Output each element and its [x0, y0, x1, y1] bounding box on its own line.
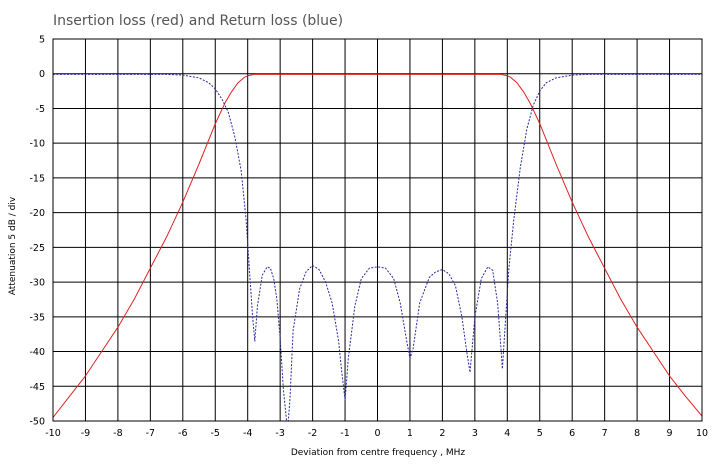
x-tick-label: -8 [113, 428, 122, 439]
y-axis-label: Attenuation 5 dB / div [8, 196, 18, 295]
grid [52, 38, 703, 422]
y-tick-label: -10 [29, 139, 45, 150]
x-tick-label: 3 [472, 428, 478, 439]
insertion-loss-line [52, 73, 703, 418]
y-tick-label: 5 [39, 35, 45, 46]
x-tick-label: -5 [211, 428, 220, 439]
x-tick-label: -10 [45, 428, 61, 439]
y-tick-label: -45 [29, 382, 45, 393]
x-tick-label: -6 [178, 428, 187, 439]
plot-frame [52, 38, 703, 422]
y-tick-label: -5 [36, 104, 45, 115]
y-tick-label: -35 [29, 312, 45, 323]
y-tick-label: 0 [39, 69, 45, 80]
x-tick-label: 9 [667, 428, 673, 439]
x-tick-label: -9 [81, 428, 90, 439]
chart-title: Insertion loss (red) and Return loss (bl… [53, 13, 343, 29]
x-tick-label: 0 [374, 428, 380, 439]
x-tick-label: -3 [275, 428, 284, 439]
x-tick-label: -4 [243, 428, 252, 439]
x-tick-label: 4 [504, 428, 510, 439]
x-tick-label: 1 [407, 428, 413, 439]
y-tick-label: -20 [29, 208, 45, 219]
x-tick-label: 5 [537, 428, 543, 439]
return-loss-line [53, 73, 702, 422]
x-axis-label: Deviation from centre frequency , MHz [291, 448, 466, 458]
tick-labels: -10 -9 -8 -7 -6 -5 -4 -3 -2 -1 0 1 2 3 4 5 6 7 8 9 1050-5-10… [29, 35, 708, 440]
y-tick-label: -25 [29, 243, 45, 254]
x-tick-label: 10 [696, 428, 708, 439]
x-tick-label: 7 [602, 428, 608, 439]
series-layer [52, 73, 703, 422]
x-tick-label: 6 [569, 428, 575, 439]
y-tick-label: -30 [29, 278, 45, 289]
x-tick-label: -7 [146, 428, 155, 439]
x-tick-label: 8 [634, 428, 640, 439]
x-tick-label: -1 [340, 428, 349, 439]
y-tick-label: -40 [29, 347, 45, 358]
x-tick-label: 2 [439, 428, 445, 439]
x-tick-label: -2 [308, 428, 317, 439]
y-tick-label: -15 [29, 173, 45, 184]
y-tick-label: -50 [29, 417, 45, 428]
